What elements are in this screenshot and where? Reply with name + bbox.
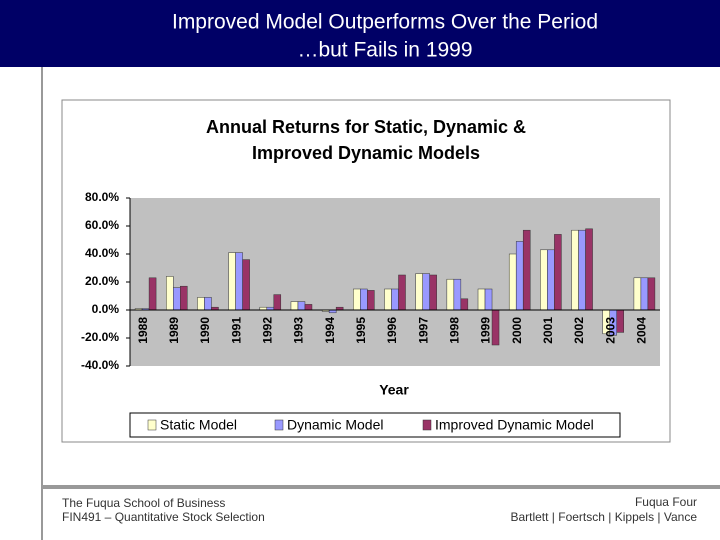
header-bar: [0, 0, 720, 67]
x-tick-label: 1991: [229, 317, 243, 344]
bar: [173, 287, 181, 311]
legend-swatch: [147, 419, 157, 431]
bar: [180, 285, 188, 311]
bar: [360, 288, 368, 311]
y-tick-label: -20.0%: [81, 330, 119, 344]
bar: [290, 301, 299, 311]
bar: [166, 276, 174, 311]
bar: [148, 277, 157, 311]
footer-left: The Fuqua School of Business: [62, 496, 225, 510]
legend-label: Improved Dynamic Model: [435, 417, 594, 433]
x-tick-label: 1997: [416, 317, 430, 344]
bar: [398, 274, 406, 311]
bar: [429, 274, 437, 311]
bar: [540, 249, 548, 311]
x-tick-label: 1996: [385, 317, 399, 344]
y-tick-label: 80.0%: [85, 190, 119, 204]
bar: [585, 228, 593, 311]
y-tick-label: 60.0%: [85, 218, 119, 232]
x-tick-label: 1988: [136, 317, 150, 344]
x-tick-label: 2000: [510, 317, 524, 344]
x-tick-label: 1990: [198, 317, 212, 344]
x-tick-label: 2003: [603, 317, 617, 344]
bar: [508, 253, 517, 311]
chart-title: Improved Dynamic Models: [252, 143, 480, 163]
bar: [547, 249, 555, 311]
bar: [273, 294, 282, 311]
y-tick-label: 0.0%: [92, 302, 120, 316]
bar: [242, 259, 250, 311]
bar: [453, 278, 462, 311]
x-tick-label: 2002: [572, 317, 586, 344]
bar: [515, 241, 524, 311]
bar: [633, 277, 642, 311]
x-tick-label: 1989: [167, 317, 181, 344]
chart-title: Annual Returns for Static, Dynamic &: [206, 117, 526, 137]
y-tick-label: -40.0%: [81, 358, 119, 372]
legend-swatch: [274, 419, 284, 431]
bar: [304, 304, 313, 311]
bar: [484, 288, 493, 311]
bar: [522, 229, 531, 311]
footer-right: Fuqua Four: [635, 495, 697, 509]
x-axis-label: Year: [379, 382, 409, 398]
y-tick-label: 40.0%: [85, 246, 119, 260]
slide-title: Improved Model Outperforms Over the Peri…: [172, 11, 598, 34]
bar: [616, 309, 624, 333]
x-tick-label: 1993: [292, 317, 306, 344]
bar: [477, 288, 486, 311]
bar: [367, 290, 375, 311]
bar: [197, 297, 205, 311]
x-tick-label: 1999: [479, 317, 493, 344]
x-tick-label: 1994: [323, 317, 337, 344]
x-tick-label: 2004: [635, 317, 649, 344]
legend-box: [129, 412, 621, 438]
bar: [204, 297, 212, 311]
legend-label: Dynamic Model: [287, 417, 383, 433]
slide-title: …but Fails in 1999: [297, 39, 472, 62]
x-tick-label: 2001: [541, 317, 555, 344]
bar: [446, 278, 455, 311]
bar: [235, 252, 243, 311]
x-tick-label: 1998: [448, 317, 462, 344]
bar: [578, 229, 586, 311]
footer-right: Bartlett | Foertsch | Kippels | Vance: [510, 510, 697, 524]
bar: [391, 288, 399, 311]
bar: [415, 273, 423, 311]
bar: [554, 234, 562, 311]
bar: [647, 277, 656, 311]
bar: [422, 273, 430, 311]
bar: [353, 288, 361, 311]
footer-left: FIN491 – Quantitative Stock Selection: [62, 510, 265, 524]
bar: [491, 309, 500, 346]
bar: [384, 288, 392, 311]
legend-label: Static Model: [160, 417, 237, 433]
bar: [571, 229, 579, 311]
legend-swatch: [422, 419, 432, 431]
bar: [460, 298, 469, 311]
bar: [228, 252, 236, 311]
y-tick-label: 20.0%: [85, 274, 119, 288]
bar: [297, 301, 306, 311]
bar: [640, 277, 649, 311]
x-tick-label: 1992: [260, 317, 274, 344]
x-tick-label: 1995: [354, 317, 368, 344]
